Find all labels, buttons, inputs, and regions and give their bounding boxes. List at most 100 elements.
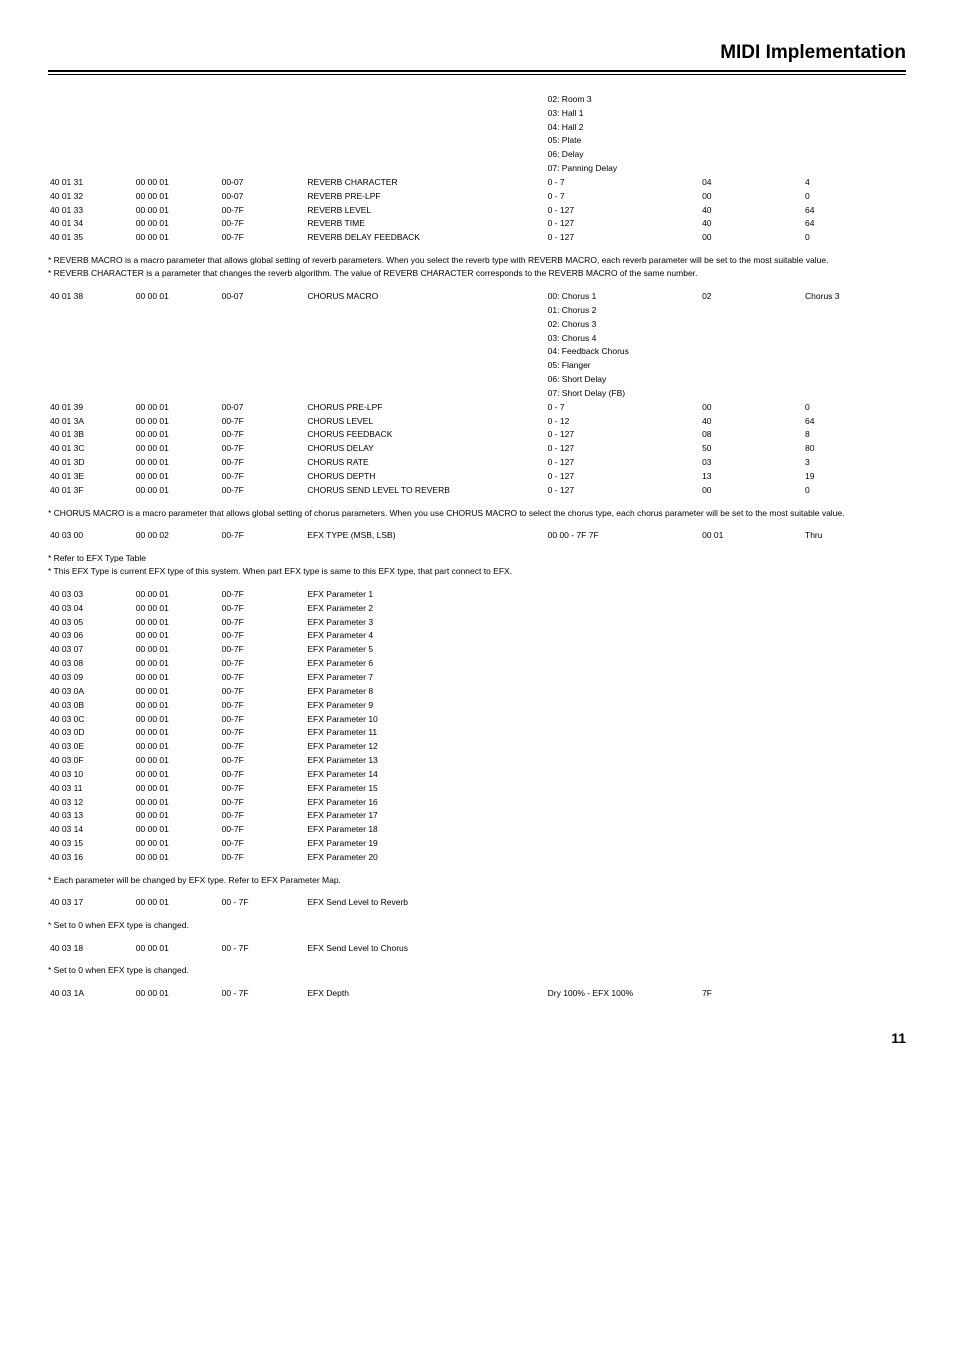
cell-name: EFX Parameter 6 — [305, 657, 545, 671]
cell-data: 00-07 — [220, 176, 306, 190]
table-row: 40 01 3400 00 0100-7FREVERB TIME0 - 1274… — [48, 217, 906, 231]
cell-data: 00-7F — [220, 529, 306, 543]
cell-addr: 40 01 3D — [48, 456, 134, 470]
cell-addr: 40 01 38 — [48, 290, 134, 304]
cell-size: 00 00 01 — [134, 699, 220, 713]
table-row: 02: Room 3 — [48, 93, 906, 107]
cell-def2: Thru — [803, 529, 906, 543]
cell-def2 — [803, 782, 906, 796]
table-row: 07: Short Delay (FB) — [48, 387, 906, 401]
cell-def — [700, 782, 803, 796]
cell-name: EFX Parameter 13 — [305, 754, 545, 768]
cell-desc — [546, 685, 700, 699]
cell-addr: 40 03 0F — [48, 754, 134, 768]
cell-size: 00 00 01 — [134, 671, 220, 685]
cell-def2: 0 — [803, 401, 906, 415]
table-row: 40 03 0500 00 0100-7FEFX Parameter 3 — [48, 615, 906, 629]
cell-name: EFX Parameter 2 — [305, 602, 545, 616]
cell-size: 00 00 01 — [134, 782, 220, 796]
cell-data: 00-7F — [220, 782, 306, 796]
cell-def2: 80 — [803, 442, 906, 456]
cell-name: EFX Send Level to Chorus — [305, 941, 545, 955]
cell-name: REVERB TIME — [305, 217, 545, 231]
cell-def — [700, 740, 803, 754]
cell-def: 00 01 — [700, 529, 803, 543]
cell-data: 00-7F — [220, 685, 306, 699]
table-row: 40 01 38 00 00 01 00-07 CHORUS MACRO 00:… — [48, 290, 906, 304]
cell-desc: 05: Flanger — [546, 359, 700, 373]
cell-desc: 0 - 127 — [546, 484, 700, 498]
cell-addr: 40 03 16 — [48, 851, 134, 865]
cell-def: 04 — [700, 176, 803, 190]
cell-desc: 00: Chorus 1 — [546, 290, 700, 304]
cell-desc: 0 - 127 — [546, 203, 700, 217]
table-row: 40 01 3B00 00 0100-7FCHORUS FEEDBACK0 - … — [48, 428, 906, 442]
cell-size: 00 00 01 — [134, 768, 220, 782]
cell-def: 40 — [700, 217, 803, 231]
cell-name: CHORUS LEVEL — [305, 414, 545, 428]
cell-desc — [546, 809, 700, 823]
table-row: 40 01 3900 00 0100-07CHORUS PRE-LPF0 - 7… — [48, 401, 906, 415]
cell-def — [700, 754, 803, 768]
cell-def — [700, 726, 803, 740]
cell-def — [700, 643, 803, 657]
cell-desc — [546, 795, 700, 809]
table-row: 05: Plate — [48, 134, 906, 148]
cell-data: 00-7F — [220, 428, 306, 442]
cell-desc — [546, 671, 700, 685]
cell-def: 7F — [700, 987, 803, 1001]
cell-size: 00 00 01 — [134, 823, 220, 837]
table-row: 03: Hall 1 — [48, 106, 906, 120]
cell-desc: 07: Short Delay (FB) — [546, 387, 700, 401]
cell-def2: 64 — [803, 217, 906, 231]
cell-size: 00 00 01 — [134, 754, 220, 768]
cell-addr: 40 01 3A — [48, 414, 134, 428]
cell-def — [700, 768, 803, 782]
cell-def2: 64 — [803, 203, 906, 217]
cell-data: 00-7F — [220, 754, 306, 768]
efx-send-chorus-note: * Set to 0 when EFX type is changed. — [48, 965, 906, 976]
cell-desc: 0 - 12 — [546, 414, 700, 428]
cell-name: EFX Parameter 7 — [305, 671, 545, 685]
efx-send-reverb-note: * Set to 0 when EFX type is changed. — [48, 920, 906, 931]
efx-param-table: 40 03 0300 00 0100-7FEFX Parameter 140 0… — [48, 588, 906, 865]
cell-name: REVERB DELAY FEEDBACK — [305, 231, 545, 245]
cell-addr: 40 01 3B — [48, 428, 134, 442]
cell-data: 00-7F — [220, 809, 306, 823]
cell-name: EFX Parameter 4 — [305, 629, 545, 643]
cell-size: 00 00 01 — [134, 987, 220, 1001]
cell-size: 00 00 01 — [134, 629, 220, 643]
cell-def2 — [803, 795, 906, 809]
cell-addr: 40 03 04 — [48, 602, 134, 616]
cell-addr: 40 03 17 — [48, 896, 134, 910]
cell-def2 — [803, 685, 906, 699]
cell-data: 00 - 7F — [220, 987, 306, 1001]
cell-addr: 40 03 0D — [48, 726, 134, 740]
cell-data: 00-7F — [220, 671, 306, 685]
table-row: 40 03 1400 00 0100-7FEFX Parameter 18 — [48, 823, 906, 837]
note-line: * Refer to EFX Type Table — [48, 553, 906, 564]
cell-def2 — [803, 754, 906, 768]
cell-data: 00-07 — [220, 190, 306, 204]
cell-def2 — [803, 657, 906, 671]
cell-addr: 40 03 05 — [48, 615, 134, 629]
table-row: 40 03 0B00 00 0100-7FEFX Parameter 9 — [48, 699, 906, 713]
cell-data: 00-7F — [220, 629, 306, 643]
cell-def: 02 — [700, 290, 803, 304]
table-row: 40 03 0800 00 0100-7FEFX Parameter 6 — [48, 657, 906, 671]
cell-size: 00 00 01 — [134, 657, 220, 671]
cell-def: 40 — [700, 203, 803, 217]
cell-size: 00 00 01 — [134, 809, 220, 823]
cell-name: EFX Parameter 17 — [305, 809, 545, 823]
cell-desc: 03: Hall 1 — [546, 106, 700, 120]
cell-size: 00 00 01 — [134, 203, 220, 217]
cell-addr: 40 01 3F — [48, 484, 134, 498]
cell-data: 00-7F — [220, 768, 306, 782]
cell-size: 00 00 01 — [134, 290, 220, 304]
cell-def — [700, 699, 803, 713]
cell-def: 00 — [700, 231, 803, 245]
cell-addr: 40 03 0B — [48, 699, 134, 713]
cell-def: 00 — [700, 484, 803, 498]
table-row: 40 03 00 00 00 02 00-7F EFX TYPE (MSB, L… — [48, 529, 906, 543]
cell-desc — [546, 740, 700, 754]
